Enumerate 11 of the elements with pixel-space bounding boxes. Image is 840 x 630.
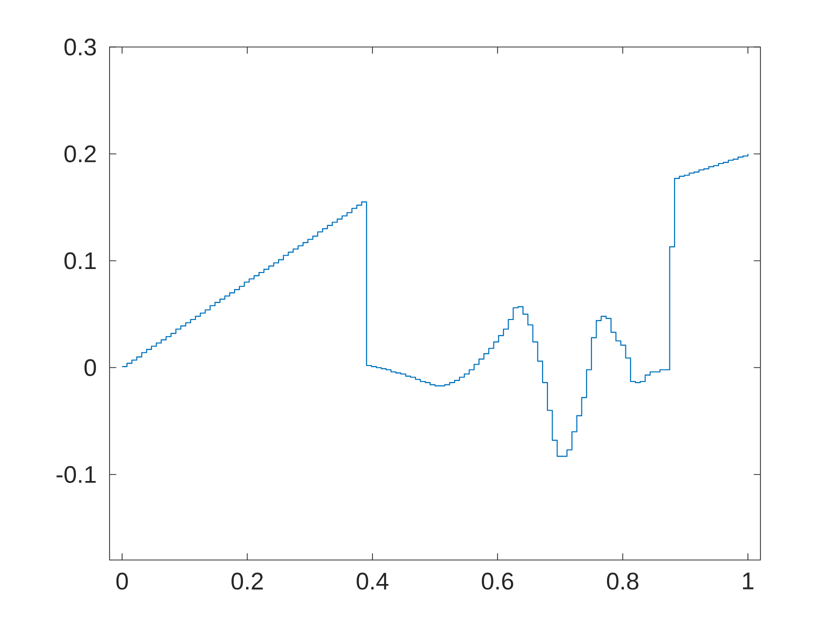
x-tick-label: 0.4 [356,572,388,590]
x-tick-label: 0 [116,572,128,590]
x-tick-label: 0.2 [232,572,263,590]
x-tick-label: 0.6 [482,572,514,590]
y-tick-label: 0.2 [64,145,96,162]
x-tick-label: 1 [743,572,754,590]
y-tick-label: 0.1 [64,252,96,270]
y-tick-label: 0.3 [64,38,96,56]
y-tick-label: -0.1 [56,466,96,483]
y-tick-label: 0 [84,359,96,376]
x-tick-label: 0.8 [606,572,638,590]
